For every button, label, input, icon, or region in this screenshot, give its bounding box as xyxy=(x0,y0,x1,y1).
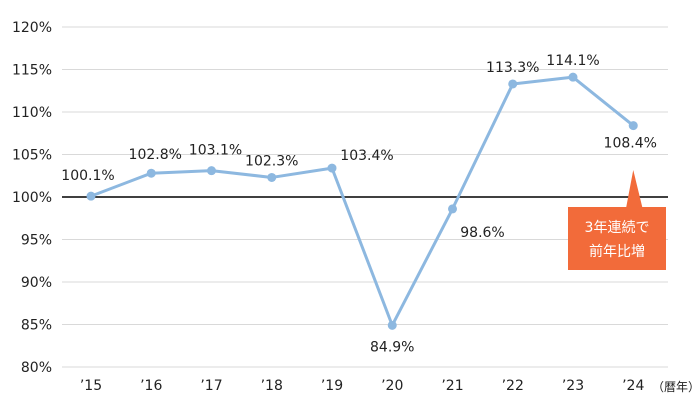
data-point xyxy=(628,121,638,131)
y-tick-label: 105% xyxy=(12,148,52,164)
y-tick-label: 100% xyxy=(12,190,52,206)
data-point xyxy=(387,320,397,330)
x-tick-label: ’20 xyxy=(381,378,403,394)
data-label: 98.6% xyxy=(460,225,504,241)
data-point xyxy=(146,168,156,178)
data-point xyxy=(508,79,518,89)
y-tick-label: 110% xyxy=(12,105,52,121)
x-tick-label: ’18 xyxy=(261,378,283,394)
y-tick-label: 120% xyxy=(12,20,52,36)
x-tick-label: ’15 xyxy=(80,378,102,394)
y-tick-label: 85% xyxy=(21,318,52,334)
data-point xyxy=(207,166,216,176)
y-tick-label: 115% xyxy=(12,63,52,79)
x-tick-label: ’17 xyxy=(200,378,222,394)
series-line xyxy=(90,75,635,327)
callout-text: 3年連続で xyxy=(585,219,650,236)
data-label: 100.1% xyxy=(61,168,114,184)
x-tick-label: ’21 xyxy=(441,378,463,394)
data-point xyxy=(448,204,457,214)
data-label: 103.4% xyxy=(340,148,393,164)
x-tick-label: ’19 xyxy=(321,378,343,394)
data-label: 102.8% xyxy=(129,147,182,163)
x-tick-label: ’23 xyxy=(562,378,584,394)
callout-box xyxy=(568,170,666,270)
x-tick-label: ’16 xyxy=(140,378,162,394)
data-point xyxy=(267,172,277,182)
data-label: 102.3% xyxy=(245,153,298,169)
data-point xyxy=(568,72,578,82)
x-unit-label: （暦年） xyxy=(652,380,700,394)
x-tick-label: ’24 xyxy=(622,378,644,394)
data-point xyxy=(327,163,337,173)
y-tick-label: 90% xyxy=(21,275,52,291)
y-tick-label: 95% xyxy=(21,233,52,249)
y-tick-label: 80% xyxy=(21,360,52,376)
data-label: 84.9% xyxy=(370,339,414,355)
data-label: 113.3% xyxy=(486,60,539,76)
data-label: 103.1% xyxy=(189,143,242,159)
data-point xyxy=(86,191,96,201)
data-label: 108.4% xyxy=(604,136,657,152)
callout-text: 前年比増 xyxy=(589,243,645,260)
x-tick-label: ’22 xyxy=(502,378,524,394)
data-label: 114.1% xyxy=(546,53,599,69)
